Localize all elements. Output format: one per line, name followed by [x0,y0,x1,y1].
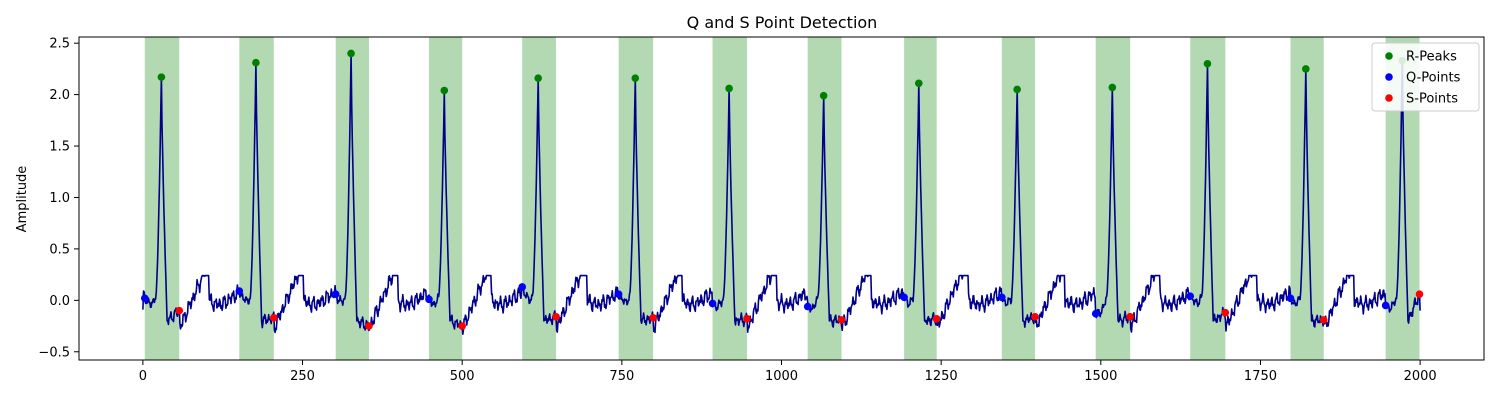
r-peak [1013,85,1021,94]
q-point [425,295,433,304]
x-tick-label: 1000 [765,369,798,384]
s-point [1221,308,1230,317]
q-point [1186,292,1195,301]
q-point [998,293,1006,302]
s-point [269,314,278,322]
legend-marker [1385,73,1393,81]
r-peak [1108,83,1117,92]
r-peak [252,58,260,67]
y-tick-label: 2.0 [49,88,70,103]
q-points-series [140,283,1390,318]
legend-label: R-Peaks [1406,50,1457,65]
s-point [1126,312,1134,321]
r-peak [1203,59,1212,68]
legend-marker [1385,94,1393,102]
s-point [932,315,941,323]
s-points-series [175,290,1424,330]
q-point [518,283,527,291]
r-peak [440,86,449,95]
q-point [708,299,717,308]
y-tick-label: 2.5 [49,37,70,52]
legend-label: S-Points [1406,92,1458,107]
q-point [1091,309,1100,318]
x-tick-label: 2000 [1404,369,1437,384]
qrs-region [1290,37,1324,360]
s-point [365,322,373,330]
s-point [1415,290,1424,298]
legend-box [1371,42,1480,112]
s-point [649,314,657,322]
qrs-region [428,37,463,360]
r-peak [725,84,733,93]
x-tick-label: 1500 [1084,369,1117,384]
q-point [900,293,908,302]
qrs-region [807,37,842,360]
qrs-region [335,37,369,360]
ecg-signal-line [142,52,1421,335]
x-tick-label: 500 [450,369,475,384]
legend-marker [1385,52,1393,60]
r-peak [534,74,542,82]
x-tick-label: 250 [290,369,315,384]
q-point [140,294,149,303]
y-tick-label: −0.5 [38,345,70,360]
s-point [175,306,184,315]
q-point [803,302,812,311]
s-point [837,316,846,324]
qrs-regions [144,37,1420,360]
r-peak [915,79,923,88]
r-peak [819,91,828,100]
x-tick-label: 1750 [1244,369,1277,384]
s-point [1319,316,1328,324]
q-point [1381,301,1390,310]
q-point [235,287,244,295]
plot-frame [78,36,1485,361]
chart-title: Q and S Point Detection [687,13,878,32]
y-tick-label: 0.0 [49,294,70,309]
legend: R-Peaks Q-Points S-Points [1371,42,1480,112]
s-point [743,315,751,323]
qrs-region [1001,37,1036,360]
r-peak [347,49,355,58]
y-tick-label: 1.5 [49,140,70,155]
x-tick-label: 750 [609,369,634,384]
x-tick-label: 1250 [925,369,958,384]
y-tick-label: 0.5 [49,242,70,257]
q-point [1286,294,1295,303]
s-point [1031,312,1039,321]
legend-label: Q-Points [1406,71,1461,86]
r-peak [1302,65,1310,73]
q-point [614,290,623,298]
y-axis: −0.5 0.0 0.5 1.0 1.5 2.0 2.5 [38,37,79,360]
y-tick-label: 1.0 [49,191,70,206]
s-point [458,322,466,330]
qrs-region [522,37,557,360]
x-tick-label: 0 [139,369,147,384]
s-point [552,312,560,321]
r-peak [631,74,640,82]
y-axis-label: Amplitude [15,166,30,233]
q-point [331,290,340,298]
r-peak [157,73,166,81]
x-axis: 0 250 500 750 1000 1250 1500 1750 2000 [139,360,1437,384]
